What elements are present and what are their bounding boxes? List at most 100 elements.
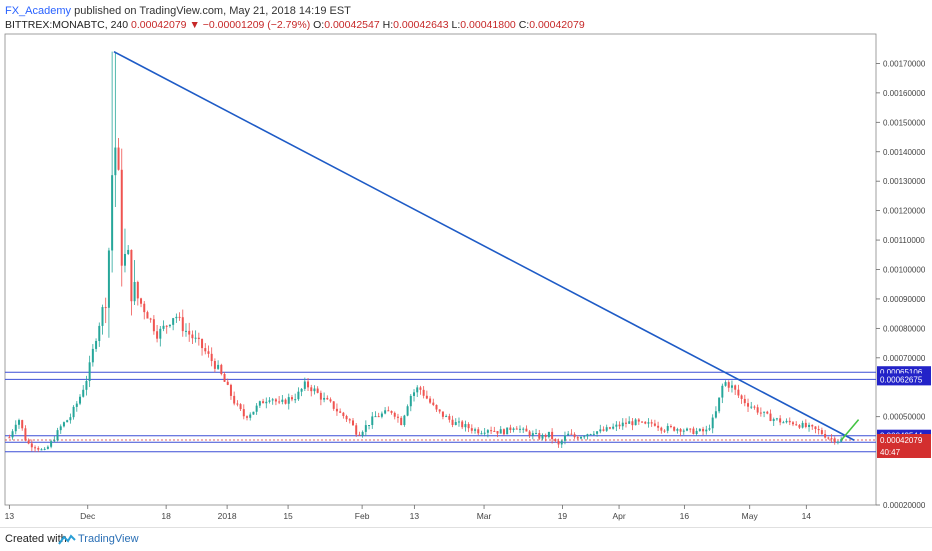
- y-tick-label: 0.00070000: [883, 354, 926, 363]
- candle-body: [374, 416, 377, 418]
- candle-body: [772, 419, 775, 422]
- breakout-projection-arrow: [840, 419, 860, 441]
- x-tick-label: 19: [558, 511, 568, 521]
- candle-body: [69, 417, 72, 421]
- candle-body: [682, 430, 685, 432]
- candle-body: [384, 410, 387, 414]
- created-with-label: Created with: [5, 533, 67, 545]
- x-tick-label: Feb: [355, 511, 370, 521]
- candle-body: [143, 303, 146, 313]
- candle-body: [165, 325, 168, 327]
- candle-body: [168, 324, 171, 327]
- candle-body: [820, 430, 823, 434]
- candle-body: [335, 408, 338, 412]
- candle-body: [422, 389, 425, 396]
- candle-body: [660, 427, 663, 431]
- candle-body: [79, 396, 82, 404]
- candle-body: [435, 404, 438, 410]
- change-arrow-icon: ▼: [189, 19, 200, 31]
- candle-body: [66, 420, 69, 423]
- candle-body: [811, 424, 814, 427]
- candle-body: [300, 388, 303, 392]
- candle-body: [136, 282, 139, 299]
- candle-body: [8, 437, 11, 439]
- candle-body: [188, 330, 191, 335]
- candle-body: [371, 416, 374, 426]
- candle-body: [612, 426, 615, 429]
- candle-body: [152, 319, 155, 332]
- candle-body: [631, 421, 634, 426]
- candle-body: [342, 412, 345, 417]
- candle-body: [262, 401, 265, 404]
- candle-body: [461, 421, 464, 428]
- tradingview-brand[interactable]: TradingView: [78, 533, 139, 545]
- x-tick-label: 2018: [218, 511, 237, 521]
- y-tick-label: 0.00170000: [883, 59, 926, 68]
- y-tick-label: 0.00120000: [883, 207, 926, 216]
- price-chart[interactable]: 0.00020000 0.00170000 0.00160000 0.00150000…: [0, 0, 932, 527]
- x-tick-label: 16: [680, 511, 690, 521]
- author-link[interactable]: FX_Academy: [5, 5, 72, 17]
- candle-body: [409, 395, 412, 407]
- candle-body: [766, 411, 769, 414]
- candle-body: [56, 430, 59, 441]
- candle-body: [82, 389, 85, 397]
- candle-body: [711, 417, 714, 429]
- candle-body: [114, 147, 117, 176]
- candle-body: [101, 307, 104, 326]
- x-tick-label: 13: [410, 511, 420, 521]
- change-value: −0.00001209 (−2.79%): [202, 19, 311, 31]
- candle-body: [628, 421, 631, 424]
- y-tick-label: 0.00160000: [883, 89, 926, 98]
- candle-body: [702, 428, 705, 432]
- candle-body: [663, 430, 666, 432]
- candle-body: [605, 427, 608, 431]
- candle-body: [457, 421, 460, 423]
- candle-body: [17, 420, 20, 425]
- candle-body: [788, 420, 791, 423]
- candle-body: [480, 433, 483, 435]
- candle-body: [30, 443, 33, 448]
- candle-body: [750, 406, 753, 408]
- candle-body: [329, 399, 332, 402]
- candle-body: [763, 411, 766, 413]
- candle-body: [563, 435, 566, 441]
- candle-body: [413, 392, 416, 396]
- candle-body: [146, 312, 149, 319]
- candle-body: [380, 413, 383, 417]
- candle-body: [840, 439, 843, 442]
- candle-body: [448, 416, 451, 420]
- candle-body: [509, 427, 512, 431]
- candle-body: [586, 434, 589, 437]
- x-tick-label: 15: [283, 511, 293, 521]
- candle-body: [637, 419, 640, 422]
- close-value: 0.00042079: [529, 19, 585, 31]
- candle-body: [724, 382, 727, 386]
- y-tick-label: 0.00130000: [883, 177, 926, 186]
- candle-body: [464, 424, 467, 428]
- candle-body: [149, 318, 152, 320]
- low-value: 0.00041800: [460, 19, 516, 31]
- candle-body: [734, 385, 737, 390]
- candle-body: [836, 441, 839, 443]
- level-price-label: 0.00062675: [880, 375, 923, 384]
- candle-body: [599, 429, 602, 432]
- candle-body: [127, 249, 130, 254]
- candle-body: [477, 429, 480, 434]
- candle-body: [567, 433, 570, 436]
- candle-body: [445, 416, 448, 418]
- candle-body: [737, 389, 740, 396]
- candle-body: [804, 422, 807, 427]
- candle-body: [156, 331, 159, 339]
- x-tick-label: May: [742, 511, 759, 521]
- candle-body: [239, 404, 242, 410]
- candle-body: [355, 425, 358, 435]
- candle-body: [88, 362, 91, 381]
- candle-body: [759, 412, 762, 414]
- candle-body: [756, 407, 759, 413]
- candle-body: [451, 419, 454, 425]
- candle-body: [281, 399, 284, 402]
- candle-body: [429, 398, 432, 403]
- candle-body: [557, 440, 560, 445]
- candle-body: [53, 440, 56, 442]
